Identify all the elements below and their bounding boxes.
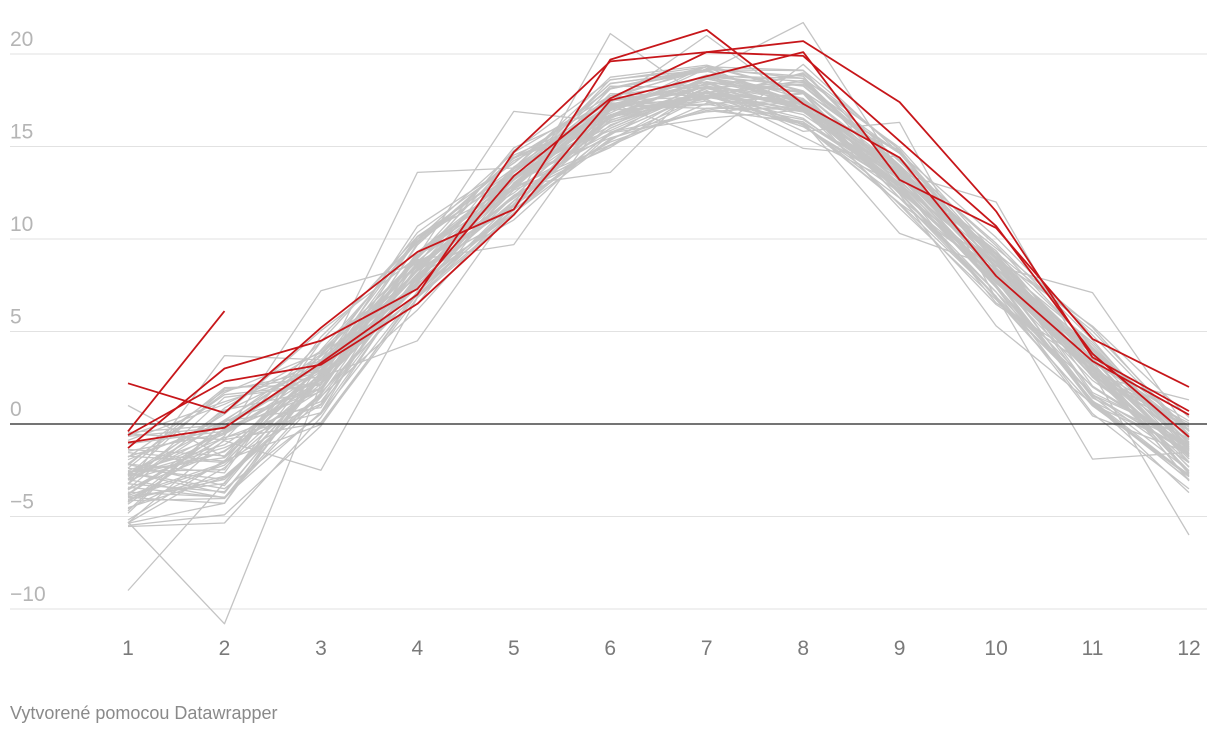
background-series-line bbox=[127, 94, 1190, 527]
background-series-line bbox=[127, 96, 1190, 490]
highlighted-series-line bbox=[127, 310, 226, 432]
y-tick-label: −10 bbox=[10, 583, 46, 606]
background-series-line bbox=[127, 86, 1190, 499]
x-tick-label: 7 bbox=[701, 637, 713, 660]
background-series-line bbox=[127, 88, 1190, 498]
highlighted-series-line bbox=[127, 28, 1190, 416]
y-axis-ticks: 20 15 10 5 0 −5 −10 bbox=[10, 28, 46, 606]
x-tick-label: 11 bbox=[1082, 637, 1104, 660]
background-series-line bbox=[127, 78, 1190, 498]
background-series-line bbox=[127, 86, 1190, 474]
x-tick-label: 10 bbox=[984, 637, 1007, 660]
highlighted-series-line bbox=[127, 40, 1190, 449]
x-tick-label: 4 bbox=[412, 637, 424, 660]
x-tick-label: 8 bbox=[797, 637, 809, 660]
background-series-line bbox=[127, 107, 1190, 502]
x-tick-label: 3 bbox=[315, 637, 327, 660]
highlighted-series-group bbox=[127, 28, 1190, 449]
y-tick-label: 0 bbox=[10, 398, 22, 421]
background-series-line bbox=[127, 67, 1190, 472]
x-axis-ticks: 1 2 3 4 5 6 7 8 9 10 11 12 bbox=[122, 637, 1201, 660]
x-tick-label: 12 bbox=[1177, 637, 1200, 660]
background-series-line bbox=[127, 69, 1190, 438]
x-tick-label: 9 bbox=[894, 637, 906, 660]
y-tick-label: 20 bbox=[10, 28, 33, 51]
background-series-line bbox=[127, 73, 1190, 466]
credit-text: Vytvorené pomocou Datawrapper bbox=[10, 703, 278, 723]
x-tick-label: 2 bbox=[219, 637, 231, 660]
x-tick-label: 1 bbox=[122, 637, 134, 660]
background-series-line bbox=[127, 94, 1190, 491]
y-tick-label: 15 bbox=[10, 121, 33, 144]
y-tick-label: 5 bbox=[10, 306, 22, 329]
background-series-group bbox=[127, 21, 1190, 625]
x-tick-label: 6 bbox=[604, 637, 616, 660]
highlighted-series-line bbox=[127, 51, 1190, 444]
background-series-line bbox=[127, 74, 1190, 501]
y-tick-label: −5 bbox=[10, 491, 34, 514]
y-tick-label: 10 bbox=[10, 213, 33, 236]
background-series-line bbox=[127, 81, 1190, 461]
x-tick-label: 5 bbox=[508, 637, 520, 660]
